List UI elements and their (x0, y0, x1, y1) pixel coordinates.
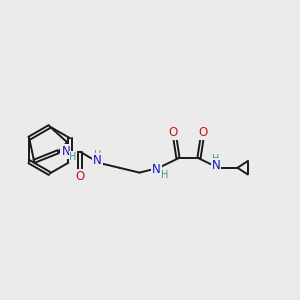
Text: O: O (75, 170, 85, 183)
Text: H: H (69, 152, 77, 162)
Text: H: H (161, 170, 168, 180)
Text: H: H (94, 150, 101, 160)
Text: O: O (169, 126, 178, 139)
Text: H: H (212, 154, 220, 164)
Text: N: N (152, 164, 161, 176)
Text: N: N (93, 154, 102, 167)
Text: O: O (199, 126, 208, 139)
Text: N: N (61, 145, 70, 158)
Text: N: N (212, 159, 220, 172)
